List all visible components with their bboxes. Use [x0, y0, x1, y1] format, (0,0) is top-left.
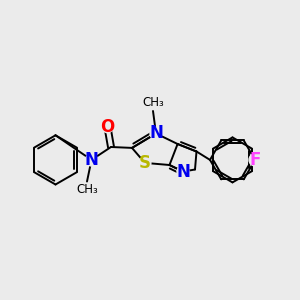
Text: N: N: [176, 163, 190, 181]
Circle shape: [249, 154, 261, 166]
Circle shape: [85, 154, 98, 166]
Text: O: O: [100, 118, 115, 136]
Text: F: F: [249, 151, 261, 169]
Text: CH₃: CH₃: [142, 97, 164, 110]
Text: S: S: [139, 154, 151, 172]
Text: N: N: [85, 151, 98, 169]
Text: N: N: [149, 124, 163, 142]
Circle shape: [150, 128, 162, 140]
Circle shape: [139, 157, 151, 169]
Circle shape: [177, 166, 189, 178]
Text: CH₃: CH₃: [76, 183, 98, 196]
Circle shape: [101, 121, 113, 133]
